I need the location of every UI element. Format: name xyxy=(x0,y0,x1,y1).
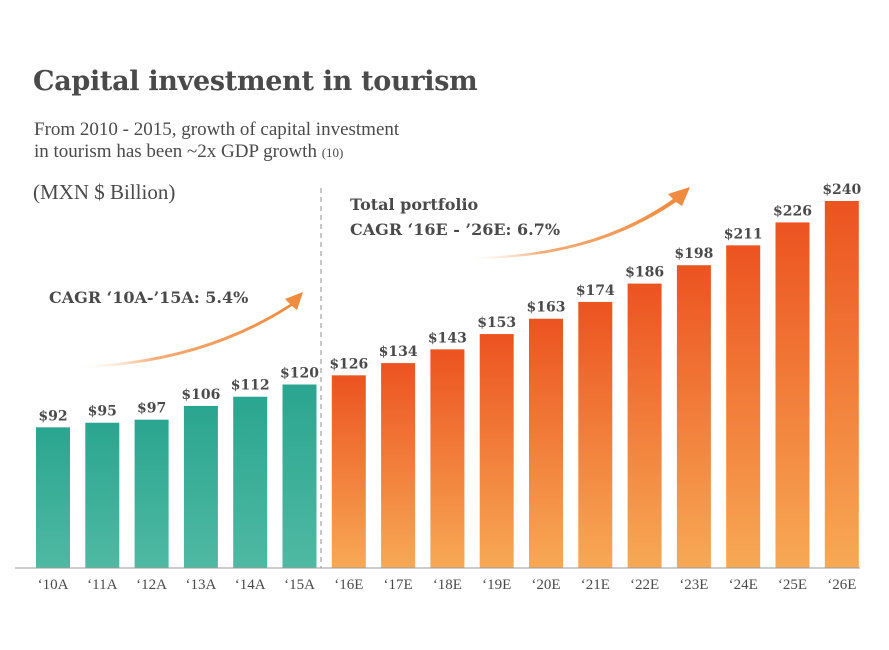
value-label-14: $211 xyxy=(724,226,763,242)
x-tick-label-2: ‘12A xyxy=(136,577,167,593)
chart-title: Capital investment in tourism xyxy=(33,66,478,97)
projected-cagr-title: Total portfolio xyxy=(350,195,479,214)
value-label-16: $240 xyxy=(822,182,861,198)
bar-4 xyxy=(233,396,268,568)
bar-16 xyxy=(824,201,859,568)
value-label-2: $97 xyxy=(137,401,166,417)
x-tick-label-3: ‘13A xyxy=(185,577,216,593)
bar-11 xyxy=(578,301,613,568)
bar-2 xyxy=(134,419,169,568)
x-tick-label-16: ‘26E xyxy=(827,577,856,593)
bar-9 xyxy=(479,334,514,568)
value-label-1: $95 xyxy=(88,404,117,420)
value-label-4: $112 xyxy=(231,378,270,394)
x-tick-label-5: ‘15A xyxy=(284,577,315,593)
value-label-0: $92 xyxy=(38,408,67,424)
x-tick-label-9: ‘19E xyxy=(482,577,511,593)
x-tick-label-11: ‘21E xyxy=(581,577,610,593)
bar-6 xyxy=(331,375,366,568)
growth-arrows xyxy=(75,187,690,368)
bar-14 xyxy=(726,245,761,569)
historical-cagr-label: CAGR ‘10A-’15A: 5.4% xyxy=(49,288,249,307)
bar-12 xyxy=(627,283,662,568)
x-tick-label-7: ‘17E xyxy=(384,577,413,593)
x-tick-label-13: ‘23E xyxy=(679,577,708,593)
value-label-7: $134 xyxy=(379,344,418,360)
projected-cagr-block: Total portfolio CAGR ‘16E - ’26E: 6.7% xyxy=(350,192,560,242)
bar-1 xyxy=(85,422,120,568)
x-tick-label-4: ‘14A xyxy=(235,577,266,593)
value-label-6: $126 xyxy=(329,356,368,372)
bar-10 xyxy=(529,318,563,568)
value-label-10: $163 xyxy=(527,300,566,316)
subtitle-footnote-ref: (10) xyxy=(321,145,344,160)
value-label-13: $198 xyxy=(674,246,713,262)
bar-8 xyxy=(430,349,465,568)
value-label-11: $174 xyxy=(576,283,615,299)
value-label-12: $186 xyxy=(625,265,664,281)
x-tick-label-14: ‘24E xyxy=(729,577,758,593)
subtitle-line-2-text: in tourism has been ~2x GDP growth xyxy=(34,141,317,162)
bar-13 xyxy=(676,265,711,568)
x-tick-label-10: ‘20E xyxy=(531,577,560,593)
chart-subtitle: From 2010 - 2015, growth of capital inve… xyxy=(34,119,474,164)
value-label-8: $143 xyxy=(428,330,467,346)
value-labels-group: $92 $95 $97 $106 $112 $120 $126 $134 $143 $153 $16… xyxy=(38,182,861,424)
value-label-3: $106 xyxy=(181,387,220,403)
x-tick-label-1: ‘11A xyxy=(87,577,117,593)
bar-0 xyxy=(36,427,70,568)
projected-cagr-label: CAGR ‘16E - ’26E: 6.7% xyxy=(350,220,561,239)
x-tick-labels-group: ‘10A ‘11A ‘12A ‘13A ‘14A ‘15A ‘16E ‘17E ‘18E ‘19E… xyxy=(38,577,857,593)
x-tick-label-0: ‘10A xyxy=(38,577,69,593)
unit-label: (MXN $ Billion) xyxy=(33,180,176,204)
bar-15 xyxy=(775,222,810,569)
projected-growth-arrow xyxy=(462,187,690,260)
bars-group xyxy=(36,201,859,569)
subtitle-line-2: in tourism has been ~2x GDP growth (10) xyxy=(34,141,474,164)
x-tick-label-6: ‘16E xyxy=(334,577,363,593)
bar-5 xyxy=(282,384,317,568)
value-label-5: $120 xyxy=(280,366,319,382)
bar-7 xyxy=(381,363,416,568)
value-label-9: $153 xyxy=(477,315,516,331)
x-tick-label-12: ‘22E xyxy=(630,577,659,593)
bar-3 xyxy=(183,405,218,568)
x-tick-label-15: ‘25E xyxy=(778,577,807,593)
subtitle-line-1: From 2010 - 2015, growth of capital inve… xyxy=(34,119,400,140)
x-tick-label-8: ‘18E xyxy=(433,577,462,593)
value-label-15: $226 xyxy=(773,203,812,219)
